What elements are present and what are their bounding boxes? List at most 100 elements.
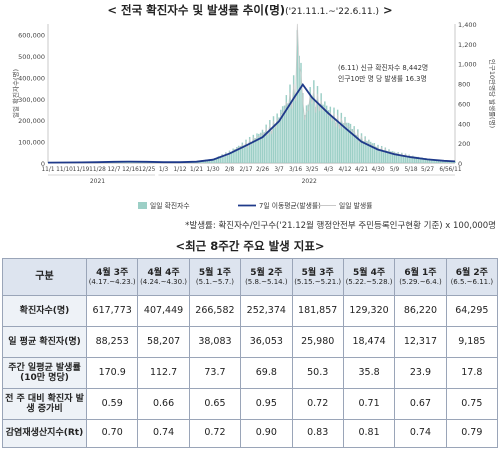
header-label: 구분 — [2, 258, 87, 296]
week-header: 4월 3주 (4.17.~4.23.) — [85, 258, 139, 296]
daily-cases-bar — [423, 158, 425, 163]
daily-cases-bar — [357, 129, 359, 163]
daily-cases-bar — [206, 160, 209, 163]
daily-cases-bar — [428, 158, 431, 163]
week-header: 6월 1주 (5.29.~6.4.) — [394, 258, 447, 296]
chart-title-close: > — [383, 3, 393, 17]
x-tick-label: 5/18 — [404, 167, 417, 173]
x-tick-label: 6/11 — [448, 167, 461, 173]
y-tick-label: 600,000 — [18, 32, 45, 40]
y-tick-label: 0 — [41, 160, 45, 168]
x-tick-label: 11/10 — [56, 167, 73, 173]
week-header: 5월 1주 (5.1.~5.7.) — [188, 258, 242, 296]
table-cell: 0.79 — [445, 419, 499, 448]
daily-cases-bar — [291, 102, 293, 163]
daily-cases-bar — [296, 30, 299, 163]
x-tick-label: 4/12 — [338, 167, 351, 173]
table-cell: 0.59 — [85, 388, 139, 420]
daily-cases-bar — [336, 109, 339, 163]
daily-cases-bar — [349, 123, 352, 163]
daily-cases-bar — [432, 159, 434, 163]
y2-tick-label: 1,200 — [458, 41, 477, 49]
daily-cases-bar — [375, 146, 377, 163]
daily-cases-bar — [364, 136, 366, 163]
daily-cases-bar — [274, 124, 277, 163]
indicator-header-row: 구분 4월 3주 (4.17.~4.23.) 4월 4주 (4.24.~4.30.)… — [2, 258, 499, 296]
week-header: 4월 4주 (4.24.~4.30.) — [137, 258, 190, 296]
daily-cases-bar — [327, 110, 330, 163]
row-daily-average: 일 평균 확진자(명) 88,253 58,207 38,083 36,053 … — [2, 326, 499, 358]
row-label: 주간 일평균 발생률(10만 명당) — [2, 357, 87, 389]
y-axis-title: 일일 확진자수(명) — [11, 69, 20, 118]
y2-tick-label: 400 — [458, 120, 470, 128]
table-cell: 407,449 — [137, 295, 190, 327]
table-cell: 0.70 — [85, 419, 139, 448]
y2-tick-label: 1,000 — [458, 61, 477, 69]
daily-cases-bar — [252, 134, 255, 163]
daily-cases-bar — [333, 107, 335, 163]
week-header: 5월 3주 (5.15.~5.21.) — [291, 258, 344, 296]
daily-cases-bar — [386, 151, 388, 163]
daily-cases-bar — [261, 129, 264, 163]
table-cell: 0.71 — [342, 388, 396, 420]
table-cell: 12,317 — [394, 326, 447, 358]
daily-cases-bar — [347, 122, 350, 163]
daily-cases-bar — [280, 109, 282, 163]
x-tick-label: 5/27 — [421, 167, 434, 173]
trend-chart: 0 100,000 200,000 300,000 400,000 500,000 600,… — [11, 21, 497, 210]
row-growth-ratio: 전 주 대비 확진자 발생 증가비 0.59 0.66 0.65 0.95 0.… — [2, 388, 499, 420]
daily-cases-bar — [258, 133, 260, 163]
daily-cases-bar — [406, 156, 409, 163]
daily-cases-bar — [426, 159, 429, 163]
daily-cases-bar — [203, 160, 205, 163]
table-cell: 0.65 — [188, 388, 242, 420]
daily-cases-bar — [450, 161, 453, 163]
daily-cases-bar — [401, 152, 403, 163]
table-cell: 86,220 — [394, 295, 447, 327]
table-cell: 35.8 — [342, 357, 396, 389]
daily-cases-bar — [245, 139, 247, 163]
daily-cases-bar — [437, 160, 440, 163]
row-label: 일 평균 확진자(명) — [2, 326, 87, 358]
row-rt: 감염재생산지수(Rt) 0.70 0.74 0.72 0.90 0.83 0.8… — [2, 419, 499, 448]
daily-cases-bar — [265, 124, 267, 163]
daily-cases-bar — [267, 131, 269, 163]
daily-cases-bar — [289, 84, 291, 163]
daily-cases-bar — [263, 132, 266, 163]
table-cell: 9,185 — [445, 326, 499, 358]
daily-cases-bar — [247, 145, 249, 163]
daily-cases-bar — [237, 145, 240, 163]
x-tick-label: 5/9 — [390, 167, 400, 173]
daily-cases-bar — [446, 161, 449, 163]
table-cell: 36,053 — [240, 326, 293, 358]
table-cell: 112.7 — [137, 357, 190, 389]
daily-cases-bar — [335, 122, 337, 163]
x-tick-label: 11/1 — [41, 167, 54, 173]
daily-cases-bar — [379, 149, 381, 163]
daily-cases-bar — [219, 156, 222, 163]
y2-tick-label: 0 — [458, 160, 462, 168]
daily-cases-bar — [285, 95, 288, 163]
daily-cases-bar — [329, 106, 332, 163]
daily-cases-bar — [241, 142, 244, 163]
table-cell: 266,582 — [188, 295, 242, 327]
legend-label: 7일 이동평균(발생률) — [259, 201, 321, 210]
daily-cases-bar — [412, 155, 414, 163]
daily-cases-bar — [303, 115, 306, 163]
daily-cases-bar — [243, 145, 245, 163]
daily-cases-bar — [256, 133, 258, 163]
x-tick-label: 1/21 — [190, 167, 203, 173]
x-tick-label: 2/17 — [239, 167, 252, 173]
daily-cases-bar — [223, 155, 225, 163]
legend-swatch-bars — [138, 202, 147, 209]
year-label: 2022 — [302, 178, 317, 185]
daily-cases-bar — [408, 154, 410, 163]
daily-cases-bar — [234, 148, 236, 163]
table-cell: 25,980 — [291, 326, 344, 358]
daily-cases-bar — [331, 116, 333, 163]
table-cell: 58,207 — [137, 326, 190, 358]
legend-label: 일일 발생률 — [339, 201, 372, 210]
x-tick-label: 3/16 — [289, 167, 302, 173]
daily-cases-bar — [362, 141, 365, 163]
week-header: 5월 2주 (5.8.~5.14.) — [240, 258, 293, 296]
